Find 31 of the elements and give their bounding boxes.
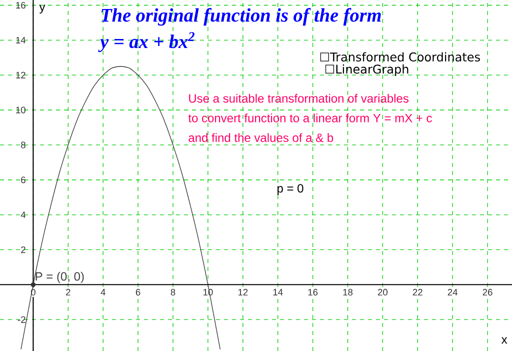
y-tick-label: 8	[21, 142, 26, 148]
x-tick-label: 2	[66, 288, 70, 296]
x-tick-label: 8	[170, 288, 176, 296]
x-axis-title: x	[501, 337, 508, 344]
y-tick-label: 16	[16, 2, 26, 9]
annotation: and find the values of a & b	[188, 133, 334, 142]
annotation: P = (0, 0)	[36, 272, 84, 284]
y-tick-label: 2	[21, 246, 26, 253]
x-tick-label: 20	[378, 288, 388, 296]
x-tick-label: 26	[482, 288, 492, 296]
annotation: ☐LinearGraph	[325, 64, 408, 76]
y-tick-label: -2	[18, 316, 26, 323]
x-tick-label: 22	[412, 288, 422, 296]
x-tick-label: 14	[273, 288, 283, 296]
annotation: to convert function to a linear form Y = mX + c	[188, 114, 432, 122]
x-tick-label: 18	[343, 288, 353, 296]
x-tick-label: 4	[100, 288, 106, 296]
y-tick-label: 4	[20, 212, 26, 218]
x-tick-label: 12	[238, 288, 248, 296]
x-tick-label: 16	[308, 288, 318, 296]
annotation: p = 0	[278, 184, 304, 195]
y-axis-title: y	[39, 4, 46, 14]
y-tick-label: 6	[21, 176, 26, 184]
y-tick-label: 12	[16, 72, 26, 78]
y-tick-label: 14	[16, 36, 26, 44]
chart-title: The original function is of the form	[102, 8, 381, 26]
y-tick-label: 10	[16, 106, 26, 114]
annotation: ☐Transformed Coordinates	[320, 52, 480, 62]
x-tick-label: 24	[448, 288, 458, 296]
x-tick-label: 6	[136, 288, 140, 296]
annotation: Use a suitable transformation of variables	[189, 94, 408, 103]
